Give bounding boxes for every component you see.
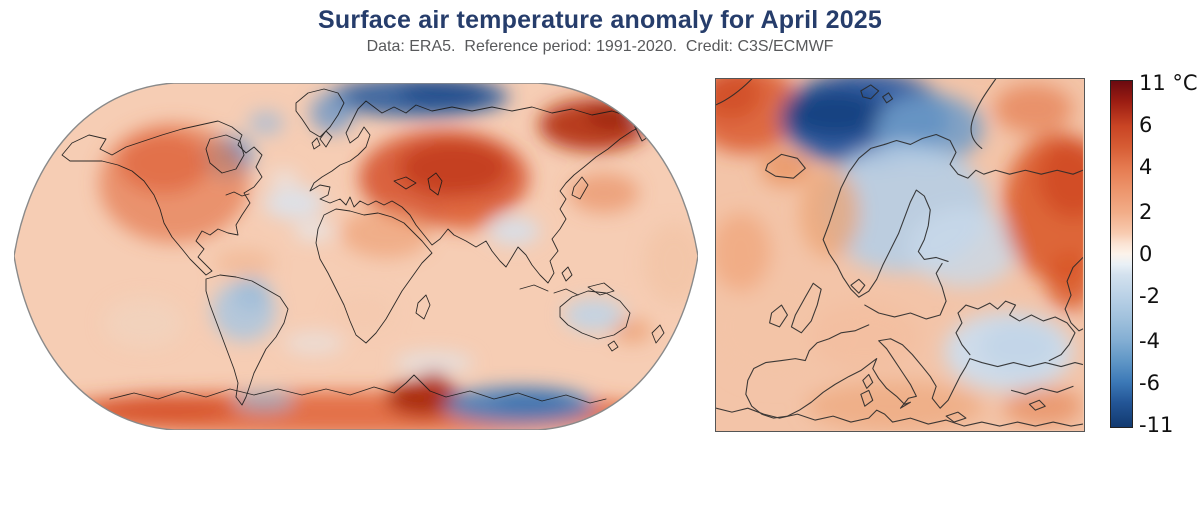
europe-anomaly-field xyxy=(716,79,1083,430)
colorbar-tick: 2 xyxy=(1139,200,1153,224)
colorbar-tick: -2 xyxy=(1139,284,1160,308)
colorbar-tick: 6 xyxy=(1139,113,1153,137)
europe-map-panel xyxy=(715,78,1085,432)
world-anomaly-field xyxy=(14,83,698,430)
page-title: Surface air temperature anomaly for Apri… xyxy=(317,6,883,34)
europe-coastlines xyxy=(716,79,1083,427)
colorbar-tick-zero: 0 xyxy=(1139,242,1153,266)
colorbar-tick-min: -11 xyxy=(1139,413,1174,437)
world-map-figure xyxy=(13,82,699,431)
footer-logos: PROGRAMME OF THE EUROPEAN UNION opernicu… xyxy=(0,450,1200,520)
world-coastlines xyxy=(61,88,665,406)
colorbar-ticks: 11 °C 6 4 2 0 -2 -4 -6 -11 xyxy=(1139,72,1199,436)
colorbar xyxy=(1110,80,1133,428)
subtitle: Data: ERA5. Reference period: 1991-2020.… xyxy=(366,38,834,55)
world-map-panel xyxy=(13,82,699,431)
colorbar-tick: -6 xyxy=(1139,371,1160,395)
europe-map-figure xyxy=(716,79,1083,430)
colorbar-tick: 4 xyxy=(1139,155,1153,179)
colorbar-tick: -4 xyxy=(1139,329,1160,353)
colorbar-tick-max: 11 °C xyxy=(1139,71,1198,95)
